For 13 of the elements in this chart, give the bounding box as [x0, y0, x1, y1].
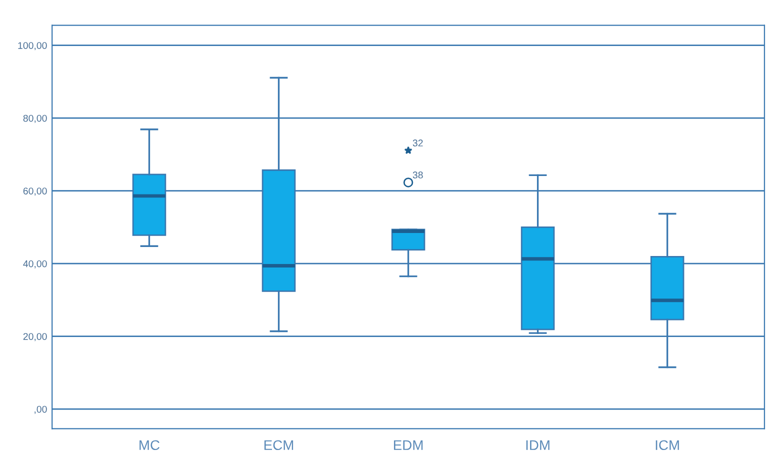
x-tick-label: MC	[140, 440, 160, 450]
x-tick-label: EDM	[394, 440, 423, 450]
y-tick-label: 20,00	[23, 333, 47, 342]
x-tick-label: ICM	[656, 440, 679, 450]
y-tick-label: 100,00	[18, 42, 47, 50]
x-tick-label: ECM	[264, 440, 294, 450]
y-tick-label: 40,00	[23, 260, 47, 268]
y-tick-label: 60,00	[23, 188, 47, 196]
y-tick-label: ,00	[34, 406, 47, 414]
x-tick-label: IDM	[526, 440, 550, 450]
annotation: 38	[412, 172, 423, 178]
annotation: 32	[412, 140, 423, 146]
y-tick-label: 80,00	[23, 114, 47, 123]
